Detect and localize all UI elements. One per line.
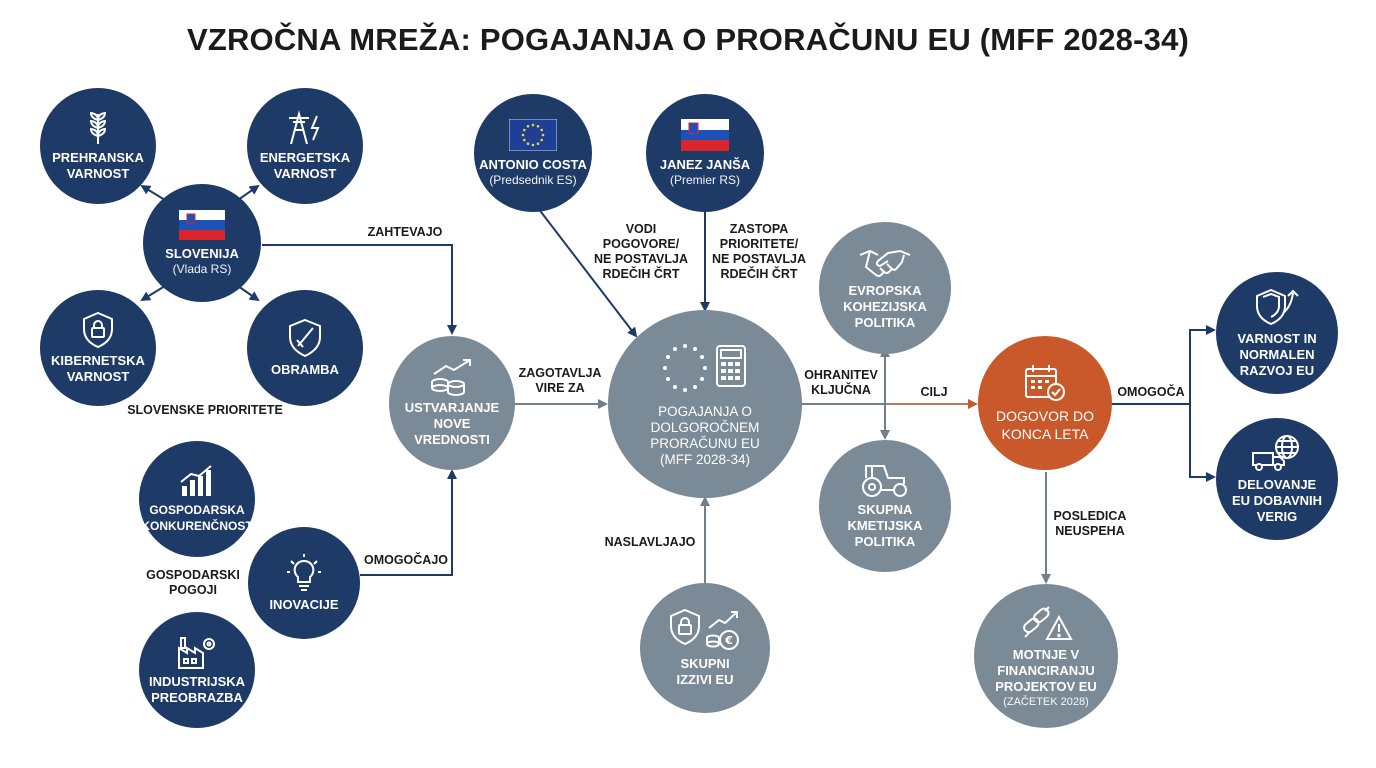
- node-prehranska-varnost: PREHRANSKA VARNOST: [40, 88, 156, 204]
- node-label: POGAJANJA O DOLGOROČNEM PRORAČUNU EU (MF…: [650, 404, 760, 467]
- edge-omogoca-varnost: [1189, 325, 1216, 404]
- shield-sword-icon: [289, 318, 321, 358]
- edge-label-omogocajo: OMOGOČAJO: [363, 553, 449, 567]
- group-label-slovenske-prioritete: SLOVENSKE PRIORITETE: [127, 403, 283, 417]
- node-label: ENERGETSKA VARNOST: [259, 150, 351, 181]
- factory-gear-icon: [178, 637, 215, 669]
- edge-label-ohranitev: OHRANITEV KLJUČNA: [804, 368, 878, 397]
- node-label: SKUPNA KMETIJSKA POLITIKA: [847, 502, 923, 549]
- node-sublabel: (Predsednik ES): [489, 172, 577, 187]
- node-label: EVROPSKA KOHEZIJSKA POLITIKA: [843, 283, 927, 330]
- node-janez-jansa: JANEZ JANŠA (Premier RS): [646, 94, 764, 212]
- edge-slovenija-obramba: [237, 285, 260, 302]
- svg-text:€: €: [724, 634, 733, 647]
- edge-omogoca-dobavne: [1189, 404, 1216, 482]
- node-skupni-izzivi-eu: € SKUPNI IZZIVI EU: [640, 583, 770, 713]
- node-label: SLOVENIJA: [165, 245, 239, 261]
- edge-label-naslavljajo: NASLAVLJAJO: [604, 535, 696, 549]
- node-slovenija: SLOVENIJA (Vlada RS): [143, 184, 261, 302]
- slovenia-flag-icon: [179, 209, 225, 240]
- node-label: PREHRANSKA VARNOST: [52, 150, 144, 181]
- lightbulb-icon: [287, 554, 321, 591]
- node-pogajanja-mff: POGAJANJA O DOLGOROČNEM PRORAČUNU EU (MF…: [608, 310, 802, 498]
- node-label: VARNOST IN NORMALEN RAZVOJ EU: [1237, 331, 1317, 378]
- node-label: OBRAMBA: [271, 362, 339, 377]
- coins-growth-icon: [431, 359, 471, 396]
- edge-label-omogoca: OMOGOČA: [1117, 385, 1185, 399]
- shield-arrow-icon: [1256, 288, 1299, 326]
- edge-slovenija-ustvarjanje: [262, 244, 457, 335]
- group-label-gospodarski-pogoji: GOSPODARSKI POGOJI: [146, 568, 240, 597]
- tractor-icon: [862, 465, 907, 497]
- diagram-title: VZROČNA MREŽA: POGAJANJA O PRORAČUNU EU …: [186, 22, 1190, 57]
- node-industrijska-preobrazba: INDUSTRIJSKA PREOBRAZBA: [139, 612, 255, 728]
- eu-flag-icon: [509, 118, 557, 151]
- node-sublabel: (Premier RS): [669, 172, 740, 187]
- edge-label-vodi: VODI POGOVORE/ NE POSTAVLJA RDEČIH ČRT: [594, 222, 688, 281]
- node-sublabel: (Vlada RS): [172, 261, 232, 276]
- edge-label-posledica: POSLEDICA NEUSPEHA: [1053, 509, 1127, 538]
- edge-label-zastopa: ZASTOPA PRIORITETE/ NE POSTAVLJA RDEČIH …: [712, 222, 806, 281]
- node-obramba: OBRAMBA: [247, 290, 363, 406]
- edge-slovenija-prehranska: [140, 184, 166, 201]
- node-dogovor-do-konca-leta: DOGOVOR DO KONCA LETA: [978, 336, 1112, 470]
- node-label: MOTNJE V FINANCIRANJU PROJEKTOV EU: [995, 646, 1097, 694]
- edge-slovenija-energetska: [237, 184, 260, 201]
- node-delovanje-dobavnih-verig: DELOVANJE EU DOBAVNIH VERIG: [1216, 418, 1338, 540]
- edge-label-zahtevajo: ZAHTEVAJO: [367, 225, 443, 239]
- node-label: INOVACIJE: [269, 597, 339, 612]
- node-kmetijska-politika: SKUPNA KMETIJSKA POLITIKA: [819, 440, 951, 572]
- edge-label-cilj: CILJ: [920, 385, 948, 399]
- edge-inovacije-ustvarjanje: [360, 469, 457, 576]
- edge-label-zagotavlja: ZAGOTAVLJA VIRE ZA: [518, 366, 602, 395]
- node-gospodarska-konkurencnost: GOSPODARSKA KONKURENČNOST: [139, 441, 255, 557]
- wheat-icon: [89, 111, 107, 144]
- node-kibernetska-varnost: KIBERNETSKA VARNOST: [40, 290, 156, 406]
- node-label: DELOVANJE EU DOBAVNIH VERIG: [1231, 477, 1323, 524]
- node-ustvarjanje-nove-vrednosti: USTVARJANJE NOVE VREDNOSTI: [389, 336, 515, 470]
- edge-slovenija-kibernetska: [140, 285, 166, 302]
- shield-euro-icon: €: [670, 608, 739, 650]
- calendar-check-icon: [1025, 365, 1065, 401]
- node-label: USTVARJANJE NOVE VREDNOSTI: [404, 400, 500, 447]
- slovenia-flag-icon: [681, 118, 729, 151]
- truck-globe-icon: [1252, 435, 1299, 471]
- node-kohezijska-politika: EVROPSKA KOHEZIJSKA POLITIKA: [819, 222, 951, 354]
- node-label: GOSPODARSKA KONKURENČNOST: [141, 503, 253, 533]
- node-label: ANTONIO COSTA: [479, 156, 587, 172]
- node-motnje-v-financiranju: MOTNJE V FINANCIRANJU PROJEKTOV EU (ZAČE…: [974, 584, 1118, 728]
- handshake-icon: [859, 249, 911, 277]
- shield-lock-icon: [83, 311, 113, 349]
- node-label: DOGOVOR DO KONCA LETA: [995, 408, 1094, 442]
- broken-chain-warning-icon: [1023, 605, 1073, 640]
- node-label: JANEZ JANŠA: [659, 156, 751, 172]
- growth-chart-icon: [180, 465, 212, 496]
- power-tower-icon: [289, 110, 320, 145]
- node-varnost-in-razvoj-eu: VARNOST IN NORMALEN RAZVOJ EU: [1216, 272, 1338, 394]
- node-antonio-costa: ANTONIO COSTA (Predsednik ES): [474, 94, 592, 212]
- node-sublabel: (ZAČETEK 2028): [1003, 695, 1089, 708]
- node-label: INDUSTRIJSKA PREOBRAZBA: [148, 674, 246, 705]
- node-energetska-varnost: ENERGETSKA VARNOST: [247, 88, 363, 204]
- node-label: KIBERNETSKA VARNOST: [51, 353, 145, 384]
- node-label: SKUPNI IZZIVI EU: [676, 656, 734, 687]
- node-inovacije: INOVACIJE: [248, 527, 360, 639]
- eu-stars-calculator-icon: [663, 344, 746, 392]
- edge-costa-mff: [537, 207, 638, 338]
